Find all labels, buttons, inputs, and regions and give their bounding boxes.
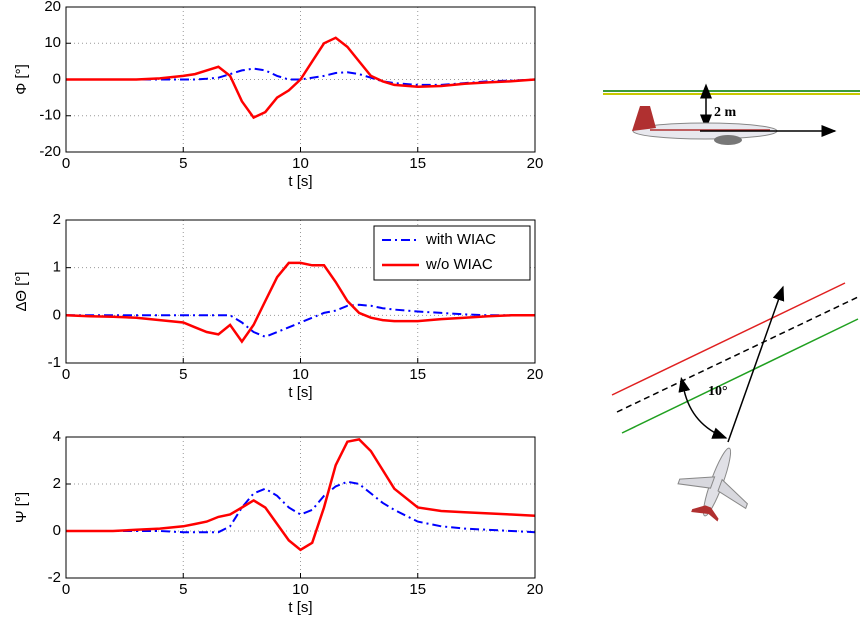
x-tick-label: 20 (527, 581, 544, 598)
x-tick-label: 5 (179, 155, 187, 172)
y-axis-label: Ψ [°] (13, 492, 30, 523)
data-line (66, 438, 536, 552)
airplane-side (632, 106, 778, 145)
x-tick-label: 15 (409, 155, 426, 172)
legend-box (373, 225, 531, 281)
y-tick-label: 20 (44, 0, 61, 15)
y-tick-label: 2 (53, 475, 61, 492)
height-label: 2 m (714, 105, 737, 120)
y-tick-label: -2 (48, 569, 61, 586)
x-tick-label: 15 (409, 366, 426, 383)
x-tick-label: 10 (292, 155, 309, 172)
y-tick-label: 0 (53, 522, 61, 539)
legend-label: with WIAC (425, 231, 496, 248)
x-axis-label: t [s] (288, 173, 312, 190)
x-tick-label: 0 (62, 581, 70, 598)
x-axis-label: t [s] (288, 599, 312, 616)
y-tick-label: 10 (44, 34, 61, 51)
axes-frame (65, 436, 536, 579)
data-line (66, 36, 536, 120)
x-tick-label: 20 (527, 155, 544, 172)
x-tick-label: 15 (409, 581, 426, 598)
data-line (65, 261, 535, 344)
y-tick-label: -10 (39, 107, 61, 124)
x-tick-label: 10 (292, 366, 309, 383)
x-tick-label: 5 (179, 581, 187, 598)
data-line (66, 303, 535, 338)
data-line (66, 480, 536, 534)
y-tick-label: 4 (53, 428, 61, 445)
x-tick-label: 0 (62, 366, 70, 383)
data-line (66, 67, 536, 86)
x-tick-label: 20 (527, 366, 544, 383)
y-tick-label: -20 (39, 143, 61, 160)
y-tick-label: 1 (53, 259, 61, 276)
y-axis-label: ΔΘ [°] (13, 272, 30, 312)
angle-label: 10° (708, 384, 728, 399)
y-axis-label: Φ [°] (13, 64, 30, 94)
axes-frame (65, 219, 536, 364)
height-diagram: 2 m (603, 83, 860, 145)
y-tick-label: -1 (48, 354, 61, 371)
x-axis-label: t [s] (288, 384, 312, 401)
y-tick-label: 0 (53, 70, 61, 87)
heading-diagram: 10° (611, 282, 859, 522)
legend-label: w/o WIAC (425, 256, 493, 273)
x-tick-label: 5 (179, 366, 187, 383)
axes-frame (65, 6, 536, 153)
y-tick-label: 0 (53, 306, 61, 323)
x-tick-label: 10 (292, 581, 309, 598)
y-tick-label: 2 (53, 211, 61, 228)
airplane-top (677, 447, 748, 522)
plot-area (66, 437, 535, 578)
x-tick-label: 0 (62, 155, 70, 172)
